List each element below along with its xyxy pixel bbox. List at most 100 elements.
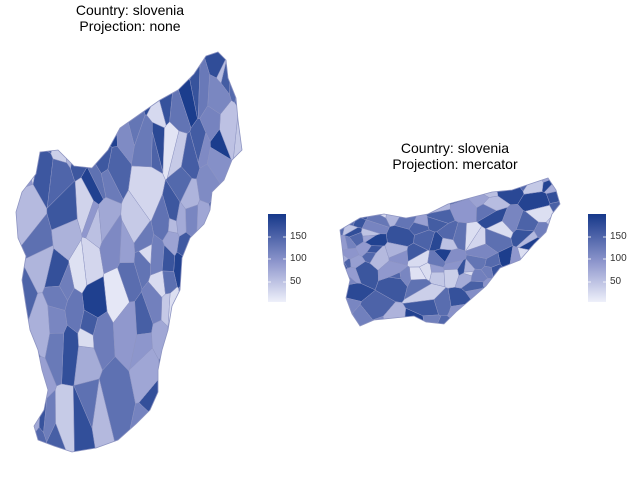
municipality-region — [10, 408, 15, 427]
municipality-region — [234, 178, 242, 252]
municipality-region — [73, 385, 97, 452]
municipality-region — [419, 185, 448, 202]
panel-1-legend-tick-100: 100 — [290, 253, 307, 264]
municipality-region — [232, 358, 242, 408]
municipality-region — [16, 74, 30, 127]
municipality-region — [457, 258, 467, 276]
municipality-region — [517, 279, 536, 296]
municipality-region — [512, 314, 534, 326]
municipality-region — [350, 254, 366, 269]
municipality-region — [209, 404, 225, 416]
municipality-region — [106, 91, 123, 133]
municipality-region — [86, 52, 117, 74]
panel-2-regions — [340, 178, 560, 326]
municipality-region — [343, 187, 362, 203]
municipality-region — [367, 178, 384, 192]
municipality-region — [224, 366, 235, 401]
municipality-region — [210, 299, 233, 351]
municipality-region — [504, 270, 520, 286]
municipality-region — [196, 199, 214, 256]
municipality-region — [115, 52, 144, 83]
municipality-region — [418, 178, 437, 193]
municipality-region — [167, 317, 188, 346]
municipality-region — [406, 242, 429, 262]
municipality-region — [465, 243, 499, 259]
municipality-region — [141, 52, 170, 79]
panel-2-title-line1: Country: slovenia — [400, 140, 510, 156]
municipality-region — [222, 422, 241, 452]
municipality-region — [214, 235, 240, 268]
municipality-region — [120, 189, 151, 244]
municipality-region — [482, 195, 511, 211]
panel-1-regions — [10, 52, 242, 452]
municipality-region — [528, 292, 556, 313]
municipality-region — [190, 430, 208, 452]
municipality-region — [177, 415, 200, 452]
municipality-region — [17, 70, 41, 122]
municipality-region — [520, 273, 536, 286]
municipality-region — [340, 178, 349, 195]
municipality-region — [39, 84, 60, 116]
municipality-region — [340, 214, 345, 225]
municipality-region — [172, 376, 191, 409]
municipality-region — [201, 338, 223, 392]
municipality-region — [533, 274, 547, 286]
municipality-region — [512, 303, 533, 317]
panel-2-legend-tick-100: 100 — [610, 253, 627, 264]
municipality-region — [380, 188, 403, 207]
municipality-region — [206, 385, 229, 407]
municipality-region — [118, 76, 142, 110]
municipality-region — [104, 109, 118, 148]
municipality-region — [497, 296, 511, 313]
municipality-region — [77, 327, 95, 349]
municipality-region — [491, 321, 509, 326]
municipality-region — [543, 276, 558, 286]
municipality-region — [443, 259, 464, 270]
municipality-region — [531, 289, 560, 306]
municipality-region — [550, 265, 560, 286]
municipality-region — [51, 218, 83, 261]
municipality-region — [552, 270, 560, 287]
municipality-region — [340, 193, 352, 212]
municipality-region — [230, 245, 242, 305]
municipality-region — [211, 414, 223, 446]
panel-2-legend-tick-50: 50 — [610, 276, 622, 287]
municipality-region — [196, 399, 213, 437]
panel-2-legend-tick-150: 150 — [610, 231, 627, 242]
municipality-region — [546, 284, 560, 307]
municipality-region — [101, 168, 124, 205]
municipality-region — [176, 406, 191, 416]
municipality-region — [384, 242, 408, 259]
municipality-region — [237, 443, 242, 452]
municipality-region — [141, 281, 163, 325]
municipality-region — [340, 256, 343, 269]
municipality-region — [175, 413, 191, 452]
panel-1-legend-colorbar — [268, 214, 286, 302]
municipality-region — [169, 89, 192, 134]
municipality-region — [510, 292, 529, 306]
municipality-region — [16, 124, 20, 194]
municipality-region — [166, 388, 178, 435]
municipality-region — [226, 302, 242, 353]
municipality-region — [362, 234, 377, 243]
municipality-region — [227, 52, 242, 67]
municipality-region — [475, 301, 499, 308]
panel-1-country-outline — [15, 51, 243, 453]
municipality-region — [401, 178, 426, 193]
panel-1-title-line2: Projection: none — [79, 18, 181, 34]
municipality-region — [524, 266, 538, 281]
municipality-region — [433, 248, 452, 263]
municipality-region — [220, 350, 231, 382]
municipality-region — [470, 316, 500, 326]
municipality-region — [46, 71, 76, 124]
municipality-region — [497, 178, 523, 187]
panel-2-country-outline — [339, 177, 561, 327]
municipality-region — [199, 105, 221, 143]
municipality-region — [377, 178, 402, 192]
municipality-region — [408, 222, 430, 236]
municipality-region — [475, 294, 499, 306]
municipality-region — [10, 76, 16, 126]
municipality-region — [340, 291, 345, 310]
municipality-region — [99, 64, 121, 106]
municipality-region — [204, 290, 227, 340]
